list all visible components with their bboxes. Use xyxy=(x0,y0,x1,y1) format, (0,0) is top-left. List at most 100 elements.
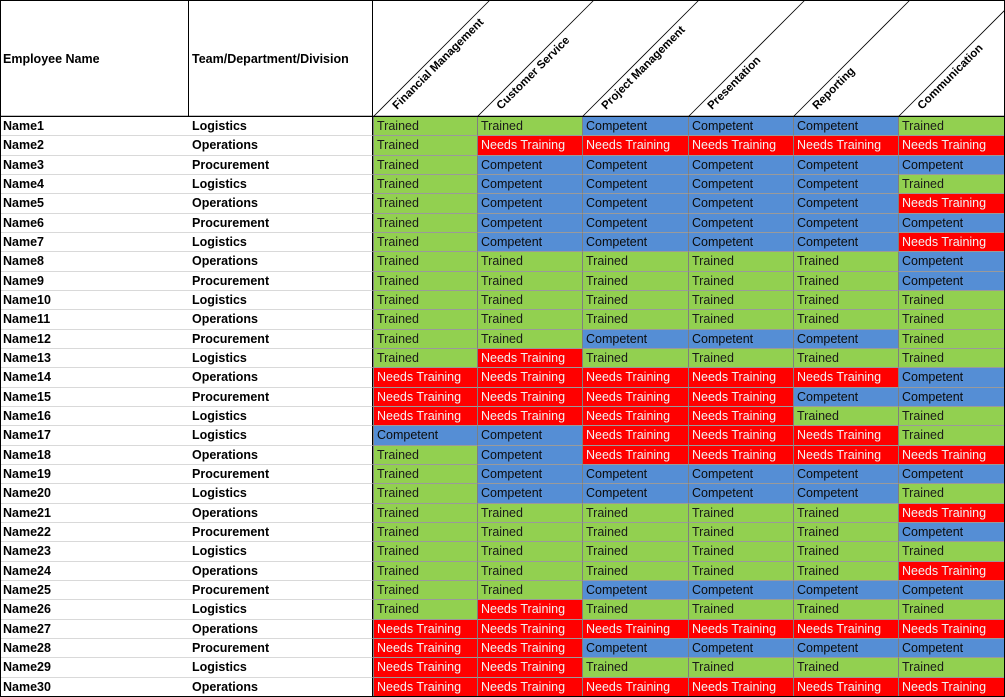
skill-status-cell[interactable]: Competent xyxy=(898,638,1005,659)
skill-status-cell[interactable]: Competent xyxy=(898,522,1005,543)
team-cell[interactable]: Procurement xyxy=(189,387,373,407)
team-cell[interactable]: Operations xyxy=(189,677,373,697)
skill-status-cell[interactable]: Competent xyxy=(898,271,1005,291)
skill-status-cell[interactable]: Trained xyxy=(688,252,793,272)
skill-status-cell[interactable]: Needs Training xyxy=(477,368,582,388)
skill-status-cell[interactable]: Competent xyxy=(793,155,898,175)
skill-status-cell[interactable]: Competent xyxy=(688,464,793,485)
skill-status-cell[interactable]: Trained xyxy=(793,600,898,620)
skill-status-cell[interactable]: Trained xyxy=(373,348,477,369)
skill-status-cell[interactable]: Competent xyxy=(477,155,582,175)
skill-status-cell[interactable]: Trained xyxy=(688,561,793,581)
skill-status-cell[interactable]: Needs Training xyxy=(793,426,898,446)
skill-status-cell[interactable]: Needs Training xyxy=(582,368,688,388)
skill-status-cell[interactable]: Trained xyxy=(477,503,582,523)
skill-status-cell[interactable]: Competent xyxy=(688,329,793,349)
header-skill-0[interactable]: Financial Management xyxy=(391,16,487,112)
skill-status-cell[interactable]: Competent xyxy=(477,194,582,214)
team-cell[interactable]: Logistics xyxy=(189,174,373,195)
skill-status-cell[interactable]: Trained xyxy=(373,174,477,195)
skill-status-cell[interactable]: Trained xyxy=(373,252,477,272)
team-cell[interactable]: Logistics xyxy=(189,290,373,311)
skill-status-cell[interactable]: Needs Training xyxy=(582,426,688,446)
skill-status-cell[interactable]: Competent xyxy=(898,464,1005,485)
skill-status-cell[interactable]: Needs Training xyxy=(688,426,793,446)
skill-status-cell[interactable]: Competent xyxy=(898,580,1005,601)
skill-status-cell[interactable]: Needs Training xyxy=(582,619,688,639)
team-cell[interactable]: Operations xyxy=(189,619,373,639)
skill-status-cell[interactable]: Trained xyxy=(477,561,582,581)
team-cell[interactable]: Procurement xyxy=(189,155,373,175)
employee-name-cell[interactable]: Name9 xyxy=(0,271,189,291)
skill-status-cell[interactable]: Trained xyxy=(582,348,688,369)
skill-status-cell[interactable]: Competent xyxy=(898,155,1005,175)
skill-status-cell[interactable]: Trained xyxy=(793,503,898,523)
skill-status-cell[interactable]: Trained xyxy=(793,252,898,272)
skill-status-cell[interactable]: Needs Training xyxy=(793,445,898,465)
skill-status-cell[interactable]: Trained xyxy=(793,348,898,369)
skill-status-cell[interactable]: Trained xyxy=(477,329,582,349)
header-skill-5[interactable]: Communication xyxy=(916,42,986,112)
skill-status-cell[interactable]: Needs Training xyxy=(373,677,477,697)
skill-status-cell[interactable]: Needs Training xyxy=(373,368,477,388)
team-cell[interactable]: Operations xyxy=(189,194,373,214)
skill-status-cell[interactable]: Trained xyxy=(373,522,477,543)
skill-status-cell[interactable]: Trained xyxy=(898,484,1005,504)
skill-status-cell[interactable]: Competent xyxy=(793,464,898,485)
employee-name-cell[interactable]: Name8 xyxy=(0,252,189,272)
skill-status-cell[interactable]: Needs Training xyxy=(582,677,688,697)
skill-status-cell[interactable]: Needs Training xyxy=(373,658,477,678)
team-cell[interactable]: Procurement xyxy=(189,522,373,543)
skill-status-cell[interactable]: Competent xyxy=(793,484,898,504)
skill-status-cell[interactable]: Competent xyxy=(793,580,898,601)
skill-status-cell[interactable]: Needs Training xyxy=(793,677,898,697)
skill-status-cell[interactable]: Trained xyxy=(793,290,898,311)
skill-status-cell[interactable]: Trained xyxy=(373,561,477,581)
team-cell[interactable]: Operations xyxy=(189,368,373,388)
skill-status-cell[interactable]: Competent xyxy=(793,387,898,407)
skill-status-cell[interactable]: Trained xyxy=(688,522,793,543)
skill-status-cell[interactable]: Needs Training xyxy=(793,619,898,639)
skill-status-cell[interactable]: Competent xyxy=(582,117,688,137)
employee-name-cell[interactable]: Name5 xyxy=(0,194,189,214)
skill-status-cell[interactable]: Trained xyxy=(373,464,477,485)
skill-status-cell[interactable]: Competent xyxy=(582,638,688,659)
skill-status-cell[interactable]: Competent xyxy=(898,387,1005,407)
skill-status-cell[interactable]: Competent xyxy=(477,426,582,446)
skill-status-cell[interactable]: Competent xyxy=(477,464,582,485)
skill-status-cell[interactable]: Trained xyxy=(688,600,793,620)
team-cell[interactable]: Operations xyxy=(189,310,373,330)
team-cell[interactable]: Logistics xyxy=(189,348,373,369)
employee-name-cell[interactable]: Name12 xyxy=(0,329,189,349)
team-cell[interactable]: Operations xyxy=(189,561,373,581)
skill-status-cell[interactable]: Competent xyxy=(688,117,793,137)
team-cell[interactable]: Logistics xyxy=(189,117,373,137)
skill-status-cell[interactable]: Competent xyxy=(373,426,477,446)
skill-status-cell[interactable]: Needs Training xyxy=(582,136,688,156)
skill-status-cell[interactable]: Trained xyxy=(898,542,1005,562)
employee-name-cell[interactable]: Name19 xyxy=(0,464,189,485)
skill-status-cell[interactable]: Trained xyxy=(373,232,477,253)
skill-status-cell[interactable]: Competent xyxy=(477,174,582,195)
skill-status-cell[interactable]: Competent xyxy=(582,194,688,214)
skill-status-cell[interactable]: Trained xyxy=(898,310,1005,330)
skill-status-cell[interactable]: Trained xyxy=(373,329,477,349)
employee-name-cell[interactable]: Name23 xyxy=(0,542,189,562)
skill-status-cell[interactable]: Needs Training xyxy=(373,387,477,407)
skill-status-cell[interactable]: Competent xyxy=(793,329,898,349)
team-cell[interactable]: Operations xyxy=(189,136,373,156)
skill-status-cell[interactable]: Needs Training xyxy=(898,445,1005,465)
skill-status-cell[interactable]: Trained xyxy=(898,290,1005,311)
employee-name-cell[interactable]: Name11 xyxy=(0,310,189,330)
skill-status-cell[interactable]: Trained xyxy=(477,310,582,330)
team-cell[interactable]: Procurement xyxy=(189,329,373,349)
skill-status-cell[interactable]: Competent xyxy=(688,484,793,504)
skill-status-cell[interactable]: Trained xyxy=(793,561,898,581)
skill-status-cell[interactable]: Trained xyxy=(793,542,898,562)
employee-name-cell[interactable]: Name10 xyxy=(0,290,189,311)
skill-status-cell[interactable]: Trained xyxy=(477,522,582,543)
skill-status-cell[interactable]: Competent xyxy=(477,484,582,504)
skill-status-cell[interactable]: Needs Training xyxy=(477,348,582,369)
team-cell[interactable]: Logistics xyxy=(189,542,373,562)
skill-status-cell[interactable]: Needs Training xyxy=(898,677,1005,697)
